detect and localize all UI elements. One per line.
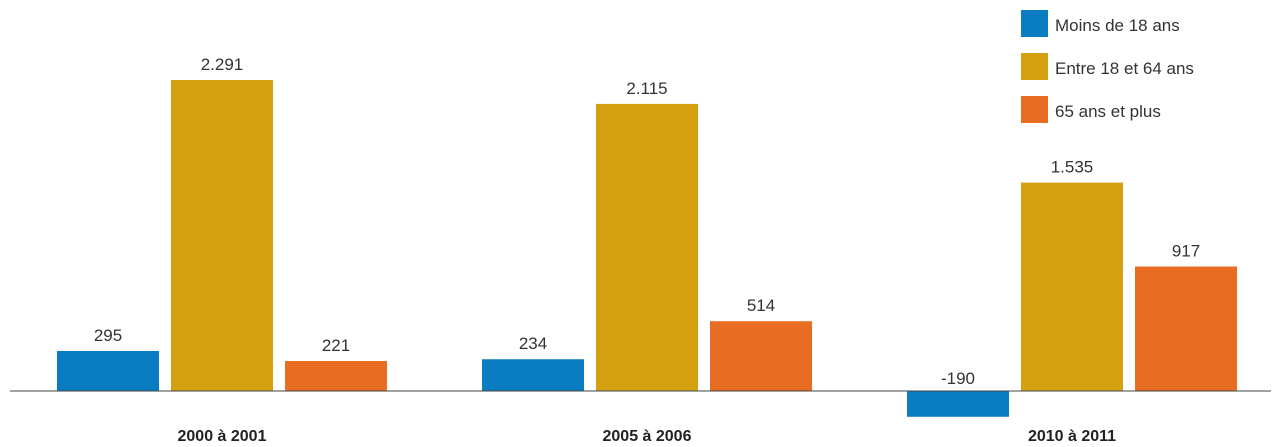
legend-swatch-moins-de-18-ans [1021, 10, 1048, 37]
value-labels-group: 295 2.291 221 234 2.115 514 -190 1.535 917 [94, 55, 1200, 388]
bar-65-ans-et-plus-2 [710, 321, 812, 391]
value-label-entre-18-et-64-ans-3: 1.535 [1051, 158, 1094, 177]
legend-swatch-65-ans-et-plus [1021, 96, 1048, 123]
value-label-65-ans-et-plus-1: 221 [322, 336, 350, 355]
value-label-65-ans-et-plus-3: 917 [1172, 242, 1200, 261]
bar-moins-de-18-ans-2 [482, 359, 584, 391]
bar-moins-de-18-ans-1 [57, 350, 159, 391]
legend-label-moins-de-18-ans: Moins de 18 ans [1055, 16, 1180, 35]
bar-moins-de-18-ans-3 [907, 391, 1009, 417]
bar-65-ans-et-plus-3 [1135, 266, 1237, 391]
bar-entre-18-et-64-ans-1 [171, 80, 273, 391]
value-label-65-ans-et-plus-2: 514 [747, 296, 775, 315]
legend-label-entre-18-et-64-ans: Entre 18 et 64 ans [1055, 59, 1194, 78]
value-label-moins-de-18-ans-1: 295 [94, 326, 122, 345]
bar-entre-18-et-64-ans-2 [596, 103, 698, 391]
legend: Moins de 18 ans Entre 18 et 64 ans 65 ans … [1021, 10, 1194, 123]
bar-65-ans-et-plus-1 [285, 360, 387, 391]
legend-label-65-ans-et-plus: 65 ans et plus [1055, 102, 1161, 121]
category-label-2: 2005 à 2006 [603, 428, 692, 445]
legend-swatch-entre-18-et-64-ans [1021, 53, 1048, 80]
value-label-entre-18-et-64-ans-2: 2.115 [626, 79, 667, 98]
category-label-1: 2000 à 2001 [178, 428, 267, 445]
category-label-3: 2010 à 2011 [1028, 428, 1116, 445]
value-label-moins-de-18-ans-2: 234 [519, 334, 547, 353]
category-labels-group: 2000 à 2001 2005 à 2006 2010 à 2011 [178, 428, 1117, 445]
value-label-moins-de-18-ans-3: -190 [941, 369, 975, 388]
bars-group [57, 80, 1237, 417]
bar-entre-18-et-64-ans-3 [1021, 182, 1123, 391]
value-label-entre-18-et-64-ans-1: 2.291 [201, 55, 244, 74]
